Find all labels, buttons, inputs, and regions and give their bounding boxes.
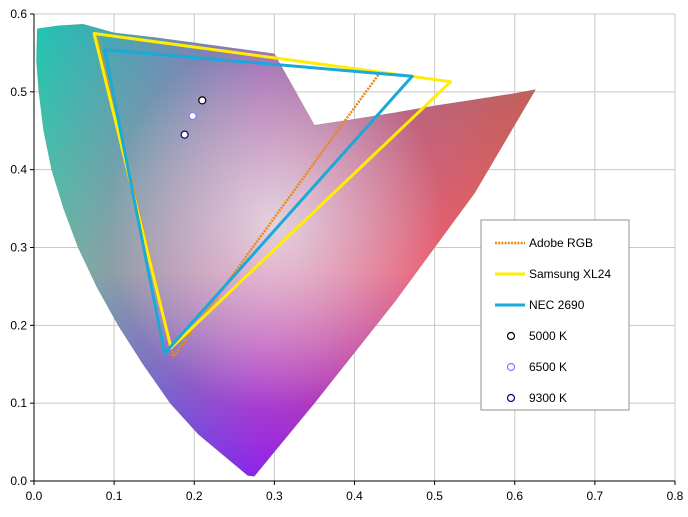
x-tick-label: 0.0 [26, 489, 43, 503]
x-tick-label: 0.2 [186, 489, 203, 503]
gamut-nec-2690 [103, 48, 414, 355]
legend-label: 6500 K [529, 360, 567, 374]
legend-swatch-6500-k [506, 362, 516, 372]
y-tick-label: 0.4 [10, 163, 27, 177]
legend-label: Samsung XL24 [529, 267, 611, 281]
legend-label: 5000 K [529, 329, 567, 343]
locus-white-point [106, 39, 443, 410]
y-tick-label: 0.2 [10, 318, 27, 332]
legend-label: NEC 2690 [529, 298, 585, 312]
legend: Adobe RGB Samsung XL24 NEC 2690 5000 K 6500 … [480, 219, 630, 411]
legend-swatch-5000-k [506, 331, 516, 341]
x-tick-label: 0.1 [106, 489, 123, 503]
y-tick-label: 0.3 [10, 241, 27, 255]
x-tick-label: 0.4 [346, 489, 363, 503]
y-tick-label: 0.1 [10, 396, 27, 410]
x-tick-label: 0.3 [266, 489, 283, 503]
legend-label: 9300 K [529, 391, 567, 405]
y-tick-label: 0.0 [10, 474, 27, 488]
y-tick-label: 0.5 [10, 85, 27, 99]
x-tick-label: 0.7 [587, 489, 604, 503]
legend-swatch-9300-k [506, 393, 516, 403]
x-tick-label: 0.8 [667, 489, 684, 503]
legend-label: Adobe RGB [529, 236, 593, 250]
locus-outline [35, 23, 537, 477]
point-9300-k [180, 130, 189, 139]
legend-box [480, 219, 630, 411]
x-tick-label: 0.6 [506, 489, 523, 503]
y-tick-label: 0.6 [10, 7, 27, 21]
point-6500-k [188, 111, 197, 121]
point-5000-k [198, 96, 207, 105]
x-tick-label: 0.5 [426, 489, 443, 503]
